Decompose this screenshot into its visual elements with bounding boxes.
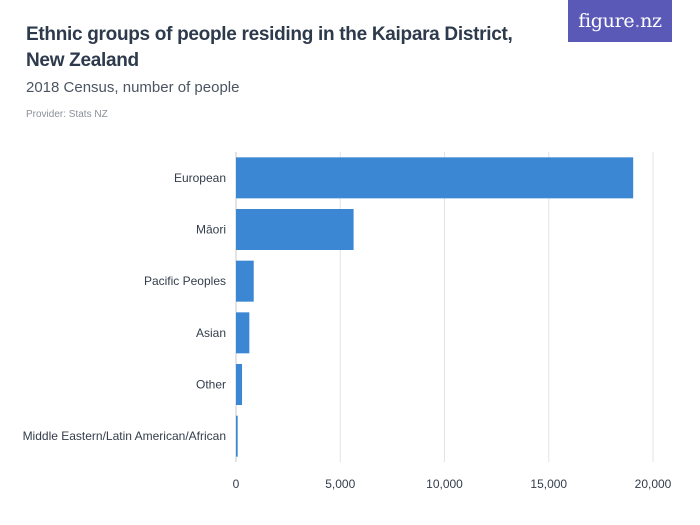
bars: [236, 157, 634, 457]
bar: [236, 260, 254, 302]
x-tick-label: 20,000: [635, 477, 672, 491]
bar: [236, 157, 634, 199]
category-label: Asian: [196, 326, 226, 340]
chart-subtitle: 2018 Census, number of people: [26, 79, 240, 96]
provider-note: Provider: Stats NZ: [26, 109, 108, 120]
x-tick-labels: 0 5,000 10,000 15,000 20,000: [233, 477, 672, 491]
category-label: European: [174, 171, 226, 185]
category-label: Middle Eastern/Latin American/African: [23, 429, 226, 443]
bar: [236, 364, 243, 405]
figure-nz-logo[interactable]: figure. nz: [568, 0, 672, 42]
bar: [236, 415, 238, 457]
chart-title: Ethnic groups of people residing in the …: [26, 24, 513, 71]
category-labels: European Māori Pacific Peoples Asian Other Mi…: [23, 171, 226, 443]
category-label: Pacific Peoples: [144, 274, 226, 288]
logo-suffix: nz: [640, 10, 662, 32]
x-tick-label: 5,000: [325, 477, 355, 491]
bar: [236, 209, 354, 250]
logo-text: figure: [578, 10, 635, 32]
grid-lines: [235, 152, 654, 462]
logo-dot: .: [634, 10, 641, 32]
category-label: Other: [196, 378, 226, 392]
bar: [236, 312, 250, 354]
x-tick-label: 10,000: [426, 477, 463, 491]
category-label: Māori: [196, 223, 226, 237]
x-tick-label: 15,000: [530, 477, 567, 491]
x-tick-label: 0: [233, 477, 240, 491]
